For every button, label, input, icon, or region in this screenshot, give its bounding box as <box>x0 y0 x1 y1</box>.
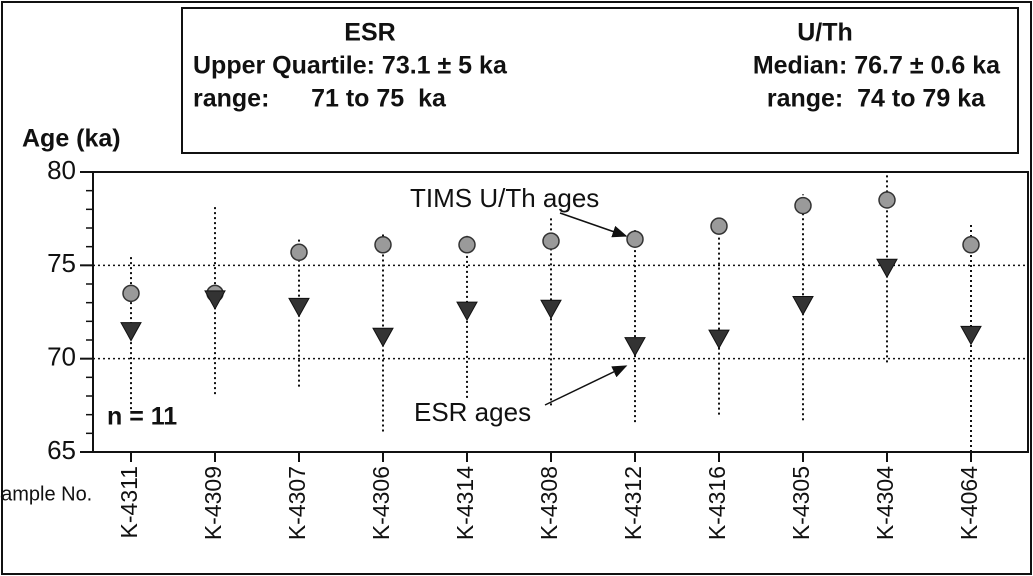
esr-point <box>120 322 142 342</box>
plot-area <box>92 171 1029 453</box>
esr-point <box>624 337 646 357</box>
header-line: range: 71 to 75 ka <box>193 85 447 113</box>
header-title: ESR <box>344 19 395 47</box>
u-th-point <box>710 217 728 235</box>
annotation: ESR ages <box>414 397 531 427</box>
esr-point <box>204 290 226 310</box>
esr-point <box>792 296 814 316</box>
x-tick-label: K-4064 <box>956 466 982 540</box>
u-th-point <box>290 243 308 262</box>
x-tick-label: K-4312 <box>620 466 646 540</box>
u-th-point <box>962 236 980 254</box>
y-axis-label: Age (ka) <box>22 125 121 153</box>
note: n = 11 <box>107 403 177 431</box>
header-line: Median: 76.7 ± 0.6 ka <box>753 52 1001 80</box>
x-tick-label: K-4308 <box>536 466 562 540</box>
u-th-point <box>542 232 560 250</box>
esr-point <box>372 327 394 348</box>
esr-point <box>540 299 562 320</box>
arrow <box>559 212 628 238</box>
y-tick-label: 70 <box>47 342 76 372</box>
arrow <box>544 365 628 406</box>
x-tick-label: K-4304 <box>872 466 898 540</box>
annotation: TIMS U/Th ages <box>410 183 599 213</box>
x-tick-label: K-4316 <box>704 466 730 540</box>
u-th-point <box>374 236 392 254</box>
x-tick-label: K-4311 <box>116 466 142 538</box>
x-tick-label: K-4314 <box>452 466 478 540</box>
header-line: Upper Quartile: 73.1 ± 5 ka <box>193 52 508 80</box>
y-tick-label: 65 <box>47 435 76 465</box>
u-th-point <box>794 196 812 215</box>
esr-point <box>876 258 898 279</box>
x-tick-label: K-4305 <box>788 466 814 540</box>
esr-point <box>456 301 478 322</box>
x-tick-label: K-4309 <box>200 466 226 540</box>
x-tick-label: K-4306 <box>368 466 394 540</box>
u-th-point <box>626 230 644 248</box>
esr-point <box>708 329 730 350</box>
x-tick-label: K-4307 <box>284 466 310 540</box>
u-th-point <box>458 236 476 254</box>
y-tick-label: 80 <box>47 155 76 185</box>
header-line: range: 74 to 79 ka <box>767 85 986 113</box>
u-th-point <box>122 284 140 303</box>
header-box <box>181 7 1019 154</box>
header-title: U/Th <box>797 19 853 47</box>
u-th-point <box>878 191 896 209</box>
y-tick-label: 75 <box>47 248 76 278</box>
esr-point <box>288 297 310 318</box>
esr-point <box>960 325 982 346</box>
x-axis-label: Sample No. <box>0 483 92 505</box>
